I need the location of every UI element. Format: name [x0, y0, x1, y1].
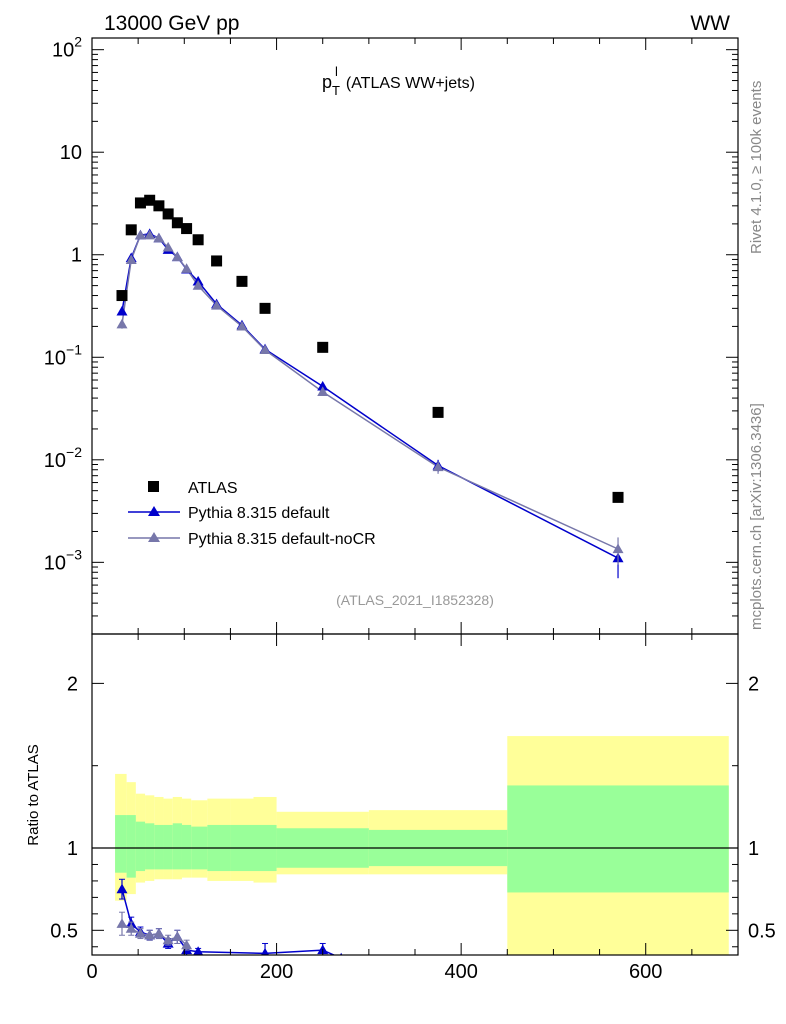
point-pythia-8-315-default-nocr — [236, 320, 248, 331]
atlas-point — [125, 224, 137, 236]
y-tick-label: 10−1 — [44, 341, 82, 369]
y-tick-label: 10 — [60, 142, 82, 164]
ratio-bands — [115, 736, 729, 955]
x-tick-label: 200 — [260, 961, 293, 983]
point-pythia-8-315-default-nocr — [192, 280, 204, 290]
ratio-axis-ticks — [91, 634, 739, 955]
point-pythia-8-315-default-nocr — [612, 543, 624, 554]
ratio-point-pythia-8-315-default-nocr — [144, 929, 156, 940]
atlas-point — [171, 217, 183, 229]
point-pythia-8-315-default — [116, 305, 128, 316]
main-plot: 102 10 1 10−1 10−2 10−3 pTl (ATLAS WW+jets) (A… — [44, 34, 739, 635]
point-pythia-8-315-default-nocr — [259, 344, 271, 355]
legend: ATLAS Pythia 8.315 default Pythia 8.315 … — [128, 480, 376, 548]
ratio-y-tick-label: 2 — [67, 673, 78, 695]
legend-default-marker — [148, 506, 160, 516]
point-pythia-8-315-default-nocr — [144, 229, 156, 240]
ratio-line-pythia-8-315-default — [121, 889, 336, 955]
plot-title-sup: l — [335, 64, 338, 79]
point-pythia-8-315-default-nocr — [171, 251, 183, 262]
atlas-point — [612, 491, 624, 503]
ratio-y-tick-label-right: 0.5 — [748, 920, 776, 942]
ratio-point-pythia-8-315-default-nocr — [125, 923, 137, 933]
atlas-point — [211, 255, 223, 267]
atlas-point — [432, 406, 444, 418]
point-pythia-8-315-default-nocr — [181, 263, 193, 273]
atlas-point — [236, 275, 248, 287]
rivet-label: Rivet 4.1.0, ≥ 100k events — [748, 81, 765, 254]
legend-nocr-marker — [148, 532, 160, 542]
point-pythia-8-315-default-nocr — [153, 232, 165, 243]
atlas-point — [259, 302, 271, 314]
main-axis-ticks — [91, 38, 739, 635]
ratio-y-tick-label: 1 — [67, 838, 78, 860]
ratio-y-tick-label-right: 2 — [748, 673, 759, 695]
ratio-point-pythia-8-315-default-nocr — [181, 939, 193, 950]
uncertainty-band-inner — [126, 815, 136, 878]
point-pythia-8-315-default — [317, 380, 329, 391]
y-tick-label: 102 — [52, 34, 82, 62]
y-tick-label: 10−2 — [44, 444, 82, 472]
y-tick-label: 1 — [71, 245, 82, 267]
atlas-point — [116, 290, 128, 302]
uncertainty-band-inner — [154, 824, 164, 870]
ratio-y-tick-label-right: 1 — [748, 838, 759, 860]
ratio-point-pythia-8-315-default-nocr — [171, 931, 183, 942]
uncertainty-band-inner — [163, 824, 173, 870]
point-pythia-8-315-default-nocr — [134, 229, 146, 240]
ratio-point-pythia-8-315-default-nocr — [162, 934, 174, 945]
main-y-tick-labels: 102 10 1 10−1 10−2 10−3 — [44, 34, 82, 575]
source-label: mcplots.cern.ch [arXiv:1306.3436] — [748, 403, 765, 630]
ratio-point-pythia-8-315-default — [339, 952, 343, 955]
ratio-plot: 0.5 0.5 1 1 2 2 0 200 400 600 Ratio to ATLAS — [25, 633, 776, 983]
point-pythia-8-315-default-nocr — [116, 318, 128, 329]
legend-atlas-marker — [148, 481, 159, 492]
atlas-point — [134, 197, 146, 209]
process-label: WW — [690, 12, 730, 35]
uncertainty-band-inner — [135, 821, 146, 872]
plot-title-main: p — [322, 72, 332, 92]
ratio-y-tick-label: 0.5 — [50, 920, 78, 942]
point-pythia-8-315-default-nocr — [211, 299, 223, 310]
ratio-point-pythia-8-315-default-nocr — [116, 918, 128, 928]
ratio-ylabel: Ratio to ATLAS — [25, 744, 42, 845]
ratio-y-tick-labels: 0.5 0.5 1 1 2 2 — [50, 673, 776, 942]
atlas-point — [162, 208, 174, 220]
point-pythia-8-315-default-nocr — [432, 461, 444, 472]
point-pythia-8-315-default-nocr — [162, 241, 174, 252]
uncertainty-band-inner — [181, 824, 192, 870]
uncertainty-band-inner — [145, 823, 155, 870]
uncertainty-band-inner — [172, 823, 182, 870]
ratio-series — [116, 878, 343, 955]
x-tick-label: 600 — [629, 961, 662, 983]
main-series — [116, 194, 624, 579]
uncertainty-band-inner — [115, 815, 127, 873]
point-pythia-8-315-default-nocr — [317, 386, 329, 396]
atlas-point — [192, 234, 204, 246]
y-tick-label: 10−3 — [44, 546, 82, 574]
plot-title: pTl (ATLAS WW+jets) — [322, 64, 475, 98]
ratio-point-pythia-8-315-default — [193, 946, 204, 955]
point-pythia-8-315-default-nocr — [125, 254, 137, 265]
atlas-point — [153, 200, 165, 212]
atlas-point — [181, 223, 193, 235]
x-tick-label: 0 — [86, 961, 97, 983]
ratio-point-pythia-8-315-default — [260, 947, 270, 955]
energy-label: 13000 GeV pp — [104, 12, 239, 35]
atlas-point — [317, 341, 329, 353]
analysis-id: (ATLAS_2021_I1852328) — [336, 592, 494, 608]
plot-title-sub: T — [332, 83, 340, 98]
ratio-point-pythia-8-315-default-nocr — [153, 928, 165, 938]
uncertainty-band-inner — [507, 785, 729, 893]
x-tick-labels: 0 200 400 600 — [86, 961, 662, 983]
ratio-point-pythia-8-315-default — [116, 883, 128, 894]
ratio-point-pythia-8-315-default-nocr — [134, 928, 146, 938]
plot-title-rest: (ATLAS WW+jets) — [346, 75, 475, 92]
atlas-point — [144, 194, 156, 206]
x-tick-label: 400 — [444, 961, 477, 983]
legend-atlas-label: ATLAS — [188, 480, 238, 497]
legend-nocr-label: Pythia 8.315 default-noCR — [188, 531, 376, 548]
legend-default-label: Pythia 8.315 default — [188, 505, 330, 522]
